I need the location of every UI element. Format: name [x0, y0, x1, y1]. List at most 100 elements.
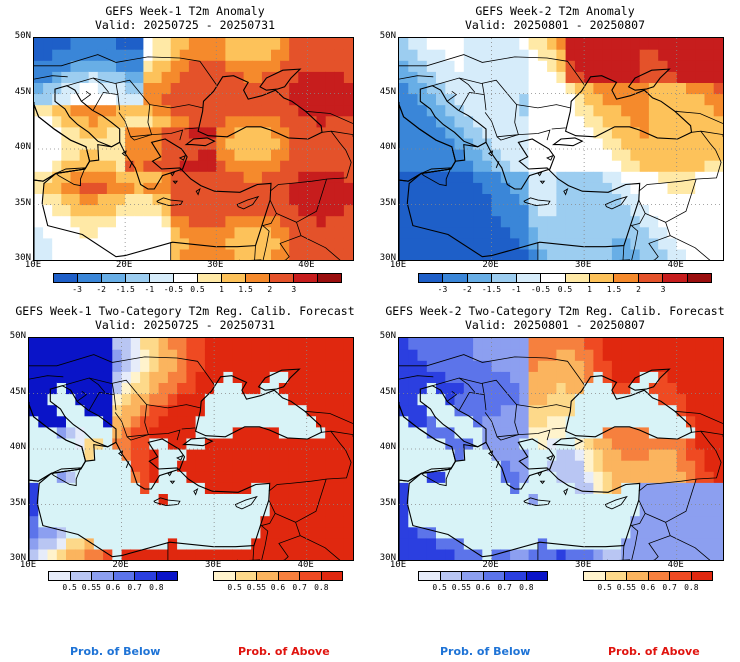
- grid-cell: [510, 338, 520, 350]
- grid-cell: [436, 93, 446, 106]
- grid-cell: [93, 393, 104, 406]
- grid-cell: [241, 504, 252, 517]
- grid-cell: [143, 248, 154, 260]
- prob-below-label: Prob. of Below: [70, 645, 161, 658]
- grid-cell: [152, 104, 163, 117]
- grid-cell: [621, 426, 632, 439]
- grid-cell: [482, 360, 493, 372]
- grid-cell: [602, 360, 613, 372]
- grid-cell: [214, 338, 224, 350]
- grid-cell: [134, 160, 144, 172]
- grid-cell: [667, 515, 678, 528]
- grid-cell: [445, 471, 456, 483]
- grid-cell: [584, 482, 594, 494]
- grid-cell: [473, 460, 483, 472]
- grid-cell: [149, 471, 160, 483]
- grid-cell: [491, 504, 502, 517]
- grid-cell: [223, 426, 234, 439]
- grid-cell: [223, 437, 234, 450]
- grid-cell: [482, 115, 493, 128]
- grid-cell: [537, 215, 548, 228]
- grid-cell: [473, 160, 483, 172]
- grid-cell: [639, 460, 650, 472]
- grid-cell: [298, 160, 308, 172]
- colorbar-label: 0.5: [227, 583, 242, 592]
- grid-cell: [436, 204, 446, 217]
- map-area: [33, 37, 354, 261]
- grid-cell: [214, 493, 224, 506]
- grid-cell: [140, 493, 150, 506]
- grid-cell: [639, 371, 650, 383]
- grid-cell: [602, 93, 613, 106]
- grid-cell: [198, 248, 208, 260]
- grid-cell: [565, 115, 576, 128]
- grid-cell: [463, 504, 474, 517]
- grid-cell: [125, 171, 135, 183]
- grid-cell: [93, 449, 104, 461]
- grid-cell: [630, 171, 641, 183]
- grid-cell: [658, 149, 669, 161]
- grid-cell: [602, 149, 613, 161]
- grid-cell: [593, 460, 604, 472]
- lat-label: 50N: [9, 331, 26, 341]
- grid-cell: [704, 171, 715, 183]
- grid-cell: [97, 215, 108, 228]
- colorbar-swatch: [222, 274, 246, 282]
- colorbar-label: -2: [462, 285, 472, 294]
- grid-cell: [686, 493, 696, 506]
- grid-cell: [207, 71, 217, 83]
- grid-cell: [584, 349, 594, 361]
- grid-cell: [325, 437, 336, 450]
- grid-cell: [648, 504, 659, 517]
- grid-cell: [426, 482, 437, 494]
- grid-cell: [106, 237, 117, 250]
- grid-cell: [676, 171, 687, 183]
- grid-cell: [334, 160, 345, 172]
- country-border: [446, 90, 458, 102]
- grid-cell: [214, 504, 224, 517]
- grid-cell: [75, 471, 86, 483]
- grid-cell: [713, 526, 723, 539]
- island-coastline: [169, 171, 176, 177]
- grid-cell: [288, 371, 299, 383]
- grid-cell: [426, 182, 437, 194]
- grid-cell: [56, 349, 67, 361]
- grid-cell: [704, 415, 715, 428]
- grid-cell: [537, 471, 548, 483]
- grid-cell: [188, 226, 199, 239]
- grid-cell: [482, 504, 493, 517]
- grid-cell: [152, 237, 163, 250]
- grid-cell: [252, 215, 263, 228]
- grid-cell: [325, 93, 336, 106]
- grid-cell: [473, 338, 483, 350]
- grid-cell: [207, 60, 217, 72]
- grid-cell: [269, 449, 280, 461]
- grid-cell: [234, 204, 245, 217]
- grid-cell: [519, 115, 530, 128]
- grid-cell: [188, 38, 199, 50]
- colorbar-label: -0.5: [530, 285, 551, 294]
- grid-cell: [565, 437, 576, 450]
- grid-cell: [500, 137, 511, 150]
- grid-cell: [686, 38, 696, 50]
- grid-cell: [143, 71, 154, 83]
- colorbar-swatch: [419, 274, 444, 282]
- colorbar-swatch: [318, 274, 341, 282]
- grid-cell: [528, 426, 539, 439]
- grid-cell: [436, 515, 446, 528]
- grid-cell: [93, 382, 104, 395]
- grid-cell: [298, 171, 308, 183]
- grid-cell: [500, 371, 511, 383]
- grid-cell: [399, 115, 409, 128]
- grid-cell: [408, 426, 419, 439]
- colorbar-swatch: [614, 274, 639, 282]
- grid-cell: [152, 182, 163, 194]
- grid-cell: [112, 393, 123, 406]
- grid-cell: [658, 537, 669, 550]
- grid-cell: [116, 215, 126, 228]
- grid-cell: [713, 248, 723, 260]
- grid-cell: [491, 104, 502, 117]
- grid-cell: [316, 415, 326, 428]
- grid-cell: [482, 415, 493, 428]
- grid-cell: [70, 82, 81, 95]
